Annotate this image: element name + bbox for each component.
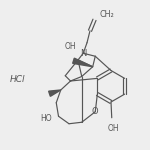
Text: OH: OH <box>107 124 119 133</box>
Text: CH₂: CH₂ <box>100 10 114 19</box>
Polygon shape <box>49 90 61 96</box>
Text: HO: HO <box>40 114 52 123</box>
Polygon shape <box>73 58 93 67</box>
Text: N: N <box>80 49 86 58</box>
Text: HCl: HCl <box>10 75 26 84</box>
Text: OH: OH <box>64 42 76 51</box>
Text: O: O <box>92 107 99 116</box>
